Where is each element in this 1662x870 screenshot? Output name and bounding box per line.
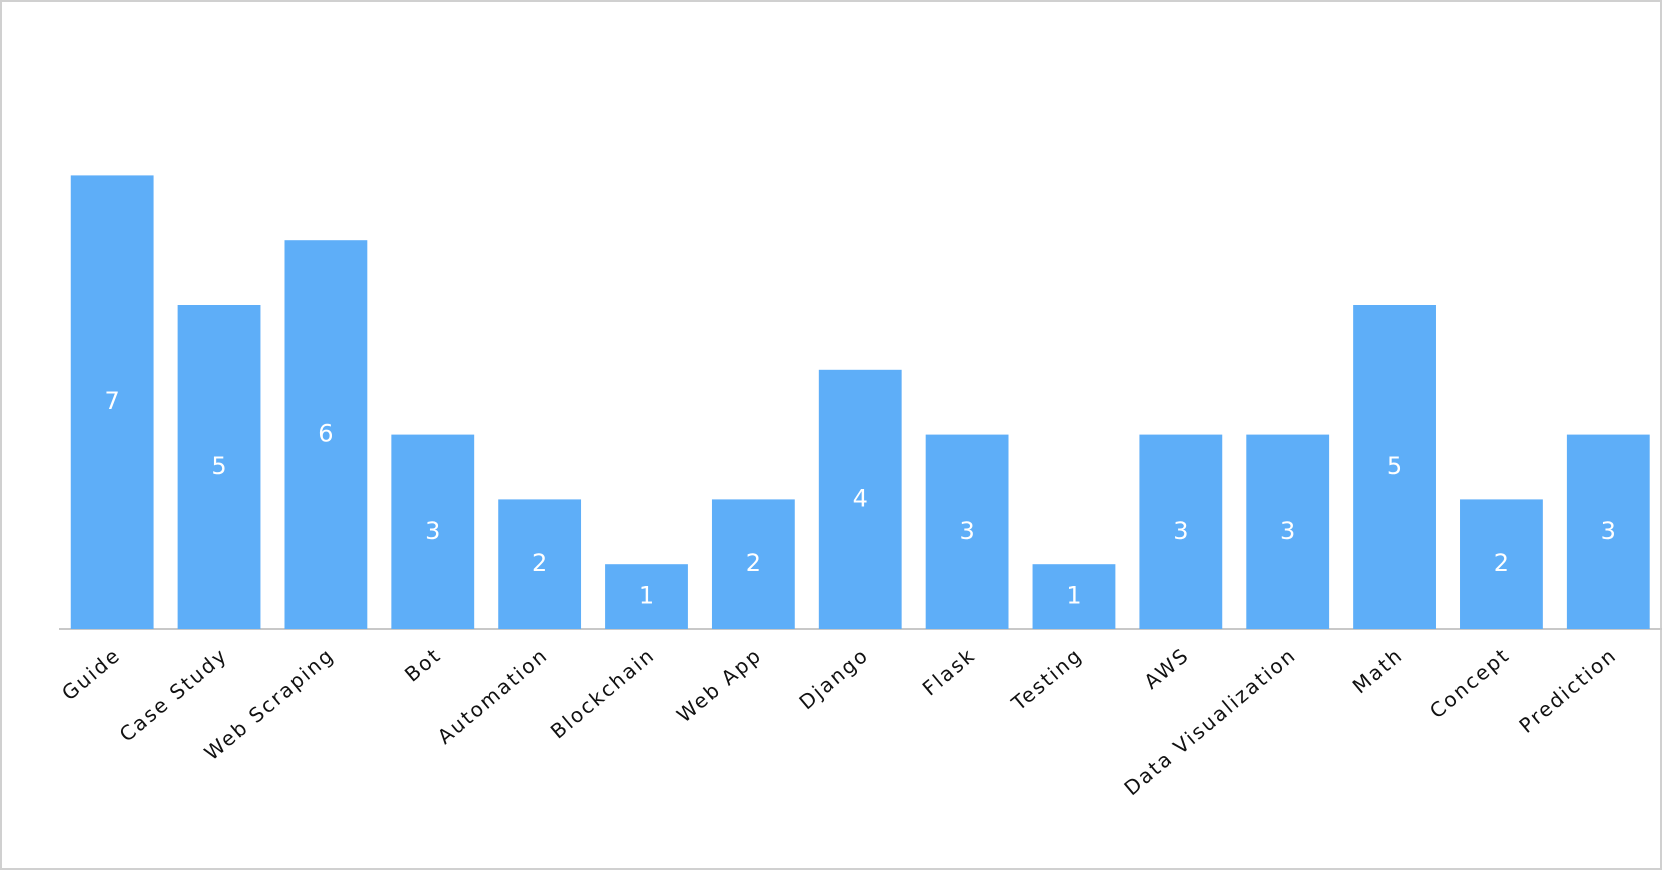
- bar: [70, 175, 154, 629]
- value-label: 3: [1280, 517, 1295, 545]
- value-label: 4: [853, 484, 868, 512]
- bar: [605, 564, 688, 629]
- bar: [818, 369, 902, 629]
- bar: [391, 434, 475, 629]
- value-label: 6: [318, 420, 333, 448]
- value-label: 5: [1387, 452, 1402, 480]
- bar: [1246, 434, 1330, 629]
- value-label: 3: [959, 517, 974, 545]
- value-label: 1: [1066, 582, 1081, 610]
- value-label: 5: [211, 452, 226, 480]
- bar: [1353, 305, 1436, 629]
- bar: [1032, 564, 1116, 629]
- value-label: 3: [1173, 517, 1188, 545]
- value-label: 3: [1601, 517, 1616, 545]
- value-label: 2: [532, 549, 547, 577]
- bar: [1139, 434, 1223, 629]
- bar: [498, 499, 582, 629]
- bar: [925, 434, 1009, 629]
- value-label: 2: [746, 549, 761, 577]
- value-label: 1: [639, 582, 654, 610]
- bar: [1460, 499, 1543, 629]
- value-label: 3: [425, 517, 440, 545]
- bar: [711, 499, 795, 629]
- bar: [1566, 434, 1650, 629]
- bar: [177, 305, 261, 629]
- value-label: 7: [105, 387, 120, 415]
- bar: [284, 240, 368, 629]
- value-label: 2: [1494, 549, 1509, 577]
